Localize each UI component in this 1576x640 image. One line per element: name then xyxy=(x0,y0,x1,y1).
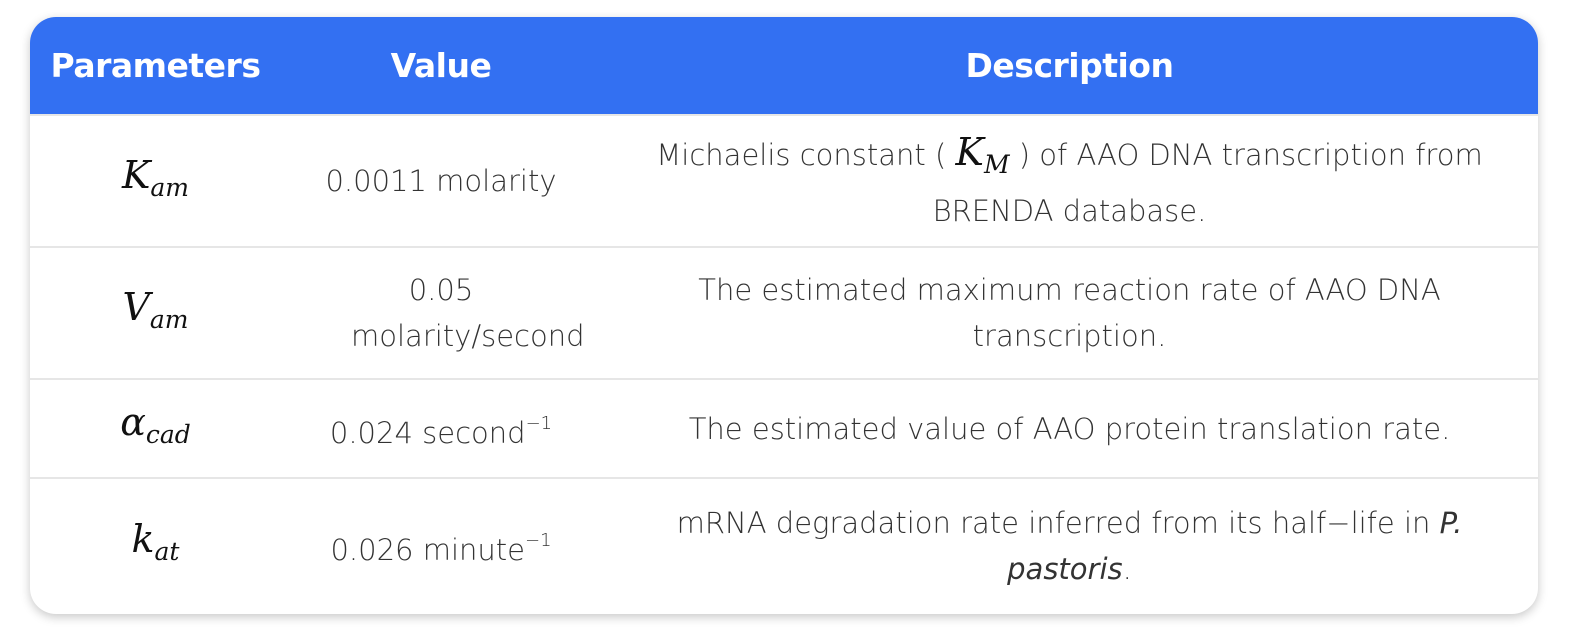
value-exponent: −1 xyxy=(525,413,553,434)
symbol-subscript: cad xyxy=(145,420,191,449)
parameter-symbol: αcad xyxy=(30,379,281,478)
desc-before: mRNA degradation rate inferred from its … xyxy=(676,505,1440,540)
parameter-description: mRNA degradation rate inferred from its … xyxy=(601,478,1538,612)
desc-after: ) of AAO DNA transcription from BRENDA d… xyxy=(932,137,1483,228)
symbol-subscript: at xyxy=(154,537,180,566)
parameter-value: 0.0011 molarity xyxy=(281,115,601,247)
desc-italic-species: P. pastoris xyxy=(1007,505,1463,586)
table-header: Parameters Value Description xyxy=(30,17,1538,115)
desc-math-symbol: KM xyxy=(955,129,1010,179)
parameter-description: The estimated maximum reaction rate of A… xyxy=(601,247,1538,379)
parameter-description: Michaelis constant ( KM ) of AAO DNA tra… xyxy=(601,115,1538,247)
symbol-main: K xyxy=(121,152,151,197)
value-text: 0.024 second xyxy=(329,416,526,450)
value-text: 0.0011 molarity xyxy=(325,164,557,198)
value-text: 0.05 molarity/second xyxy=(351,273,585,353)
header-value: Value xyxy=(390,46,492,85)
table-row: kat 0.026 minute−1 mRNA degradation rate… xyxy=(30,478,1538,612)
parameter-symbol: kat xyxy=(30,478,281,612)
symbol-subscript: am xyxy=(150,172,189,202)
symbol-main: k xyxy=(131,517,155,561)
desc-before: Michaelis constant ( xyxy=(656,137,956,172)
parameter-value: 0.026 minute−1 xyxy=(281,478,601,612)
header-row: Parameters Value Description xyxy=(30,17,1538,115)
value-text: 0.026 minute xyxy=(330,533,525,567)
table-row: Vam 0.05 molarity/second The estimated m… xyxy=(30,247,1538,379)
desc-text: The estimated maximum reaction rate of A… xyxy=(698,273,1441,353)
parameter-symbol: Kam xyxy=(30,115,281,247)
header-parameters: Parameters xyxy=(50,46,261,85)
table-row: αcad 0.024 second−1 The estimated value … xyxy=(30,379,1538,478)
parameters-table: Parameters Value Description Kam 0.0011 … xyxy=(30,17,1538,612)
symbol-main: α xyxy=(120,400,146,444)
parameter-symbol: Vam xyxy=(30,247,281,379)
table-row: Kam 0.0011 molarity Michaelis constant (… xyxy=(30,115,1538,247)
parameter-description: The estimated value of AAO protein trans… xyxy=(601,379,1538,478)
parameter-value: 0.05 molarity/second xyxy=(281,247,601,379)
value-exponent: −1 xyxy=(524,530,552,551)
parameter-value: 0.024 second−1 xyxy=(281,379,601,478)
parameters-table-card: Parameters Value Description Kam 0.0011 … xyxy=(30,17,1538,614)
symbol-main: V xyxy=(122,284,150,329)
desc-math-main: K xyxy=(955,129,984,174)
header-description: Description xyxy=(965,46,1174,85)
desc-text: The estimated value of AAO protein trans… xyxy=(688,411,1451,446)
desc-math-subscript: M xyxy=(983,149,1010,179)
desc-after: . xyxy=(1122,551,1132,586)
symbol-subscript: am xyxy=(149,304,189,334)
